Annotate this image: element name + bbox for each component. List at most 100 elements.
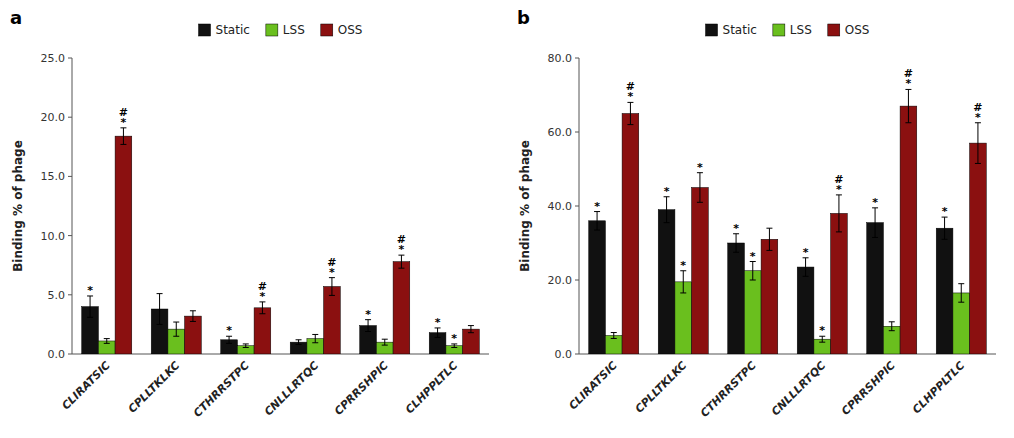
annotation: # xyxy=(626,80,635,93)
x-tick-label: CTHRRSTPC xyxy=(191,359,252,420)
x-tick-label: CLIRATSIC xyxy=(59,359,113,413)
x-tick-label: CPRRSHPIC xyxy=(332,359,391,418)
legend-item: OSS xyxy=(321,23,363,37)
annotation: * xyxy=(872,196,878,209)
y-axis-label: Binding % of phage xyxy=(11,140,25,272)
error-bar xyxy=(259,302,265,314)
error-bar xyxy=(120,128,126,145)
annotation: * xyxy=(664,185,670,198)
error-bar xyxy=(975,123,981,164)
x-tick-label: CLHPPLTLC xyxy=(910,359,967,416)
bar xyxy=(692,188,709,355)
bar xyxy=(761,239,778,354)
x-tick-label: CPRRSHPIC xyxy=(839,359,898,418)
annotation: * xyxy=(226,324,232,337)
legend-label: LSS xyxy=(790,23,812,37)
annotation: # xyxy=(904,67,913,80)
y-tick xyxy=(68,235,72,236)
x-axis xyxy=(579,354,996,355)
error-bar xyxy=(157,294,163,325)
error-bar xyxy=(664,197,670,223)
annotation: # xyxy=(397,233,406,246)
annotation: * xyxy=(733,222,739,235)
bar xyxy=(115,136,132,354)
annotation: # xyxy=(327,256,336,269)
x-tick-label: CPLLTKLKC xyxy=(633,359,690,416)
legend-swatch xyxy=(266,24,278,36)
annotation: # xyxy=(834,173,843,186)
legend-item: Static xyxy=(706,23,757,37)
error-bar xyxy=(296,340,302,345)
bar xyxy=(867,223,884,354)
error-bar xyxy=(329,278,335,296)
annotation: # xyxy=(258,280,267,293)
error-bar xyxy=(627,102,633,124)
y-tick xyxy=(575,58,579,59)
annotation: * xyxy=(87,284,93,297)
annotations: **********#**#*#*# xyxy=(594,67,982,337)
legend-swatch xyxy=(199,24,211,36)
y-tick-label: 40.0 xyxy=(548,200,573,213)
y-tick xyxy=(575,354,579,355)
y-tick-label: 15.0 xyxy=(41,170,66,183)
y-tick xyxy=(68,294,72,295)
bar xyxy=(622,114,639,355)
legend: Static LSS OSS xyxy=(706,23,870,37)
x-tick-label: CNLLLRTQC xyxy=(262,359,322,419)
annotation: * xyxy=(697,161,703,174)
y-axis-label: Binding % of phage xyxy=(518,140,532,272)
plot-area xyxy=(82,128,480,354)
error-bar xyxy=(872,208,878,238)
error-bar xyxy=(398,255,404,268)
annotations: ******#*#*#*# xyxy=(87,106,457,345)
error-bar xyxy=(958,284,964,303)
error-bar xyxy=(942,217,948,239)
bar xyxy=(589,221,606,354)
annotation: * xyxy=(680,259,686,272)
legend-swatch xyxy=(321,24,333,36)
error-bar xyxy=(435,328,441,337)
annotation: * xyxy=(451,332,457,345)
y-tick-label: 20.0 xyxy=(548,274,573,287)
y-tick-label: 60.0 xyxy=(548,126,573,139)
legend: StaticLSSOSS xyxy=(199,23,363,37)
bar xyxy=(728,243,745,354)
annotation: * xyxy=(594,200,600,213)
error-bar xyxy=(836,195,842,232)
error-bar xyxy=(594,212,600,231)
x-tick-label: CTHRRSTPC xyxy=(698,359,759,420)
legend-item: OSS xyxy=(828,23,870,37)
legend-swatch xyxy=(828,24,840,36)
y-tick xyxy=(575,280,579,281)
error-bar xyxy=(87,296,93,317)
annotation: * xyxy=(365,308,371,321)
x-tick-label: CNLLLRTQC xyxy=(769,359,829,419)
legend-label: OSS xyxy=(338,23,363,37)
panel: 0.05.010.015.020.025.0******#*#*#*#CLIRA… xyxy=(10,7,489,420)
y-tick-label: 20.0 xyxy=(41,111,66,124)
error-bar xyxy=(365,320,371,332)
bar xyxy=(936,228,953,354)
y-tick-label: 5.0 xyxy=(48,289,66,302)
legend-item: Static xyxy=(199,23,250,37)
error-bar xyxy=(243,344,249,348)
title: a xyxy=(10,7,22,28)
error-bar xyxy=(312,334,318,342)
bar xyxy=(970,143,987,354)
annotation: * xyxy=(942,205,948,218)
title: b xyxy=(517,7,530,28)
figure: 0.05.010.015.020.025.0******#*#*#*#CLIRA… xyxy=(0,0,1014,438)
error-bar xyxy=(697,173,703,203)
y-tick-label: 10.0 xyxy=(41,230,66,243)
x-axis xyxy=(72,354,489,355)
bar xyxy=(797,267,814,354)
bar xyxy=(658,210,675,354)
legend-label: Static xyxy=(216,23,250,37)
y-axis xyxy=(579,58,580,354)
legend-label: OSS xyxy=(845,23,870,37)
annotation: * xyxy=(803,246,809,259)
error-bar xyxy=(750,262,756,281)
y-tick xyxy=(575,132,579,133)
error-bar xyxy=(190,311,196,322)
bar xyxy=(831,213,848,354)
